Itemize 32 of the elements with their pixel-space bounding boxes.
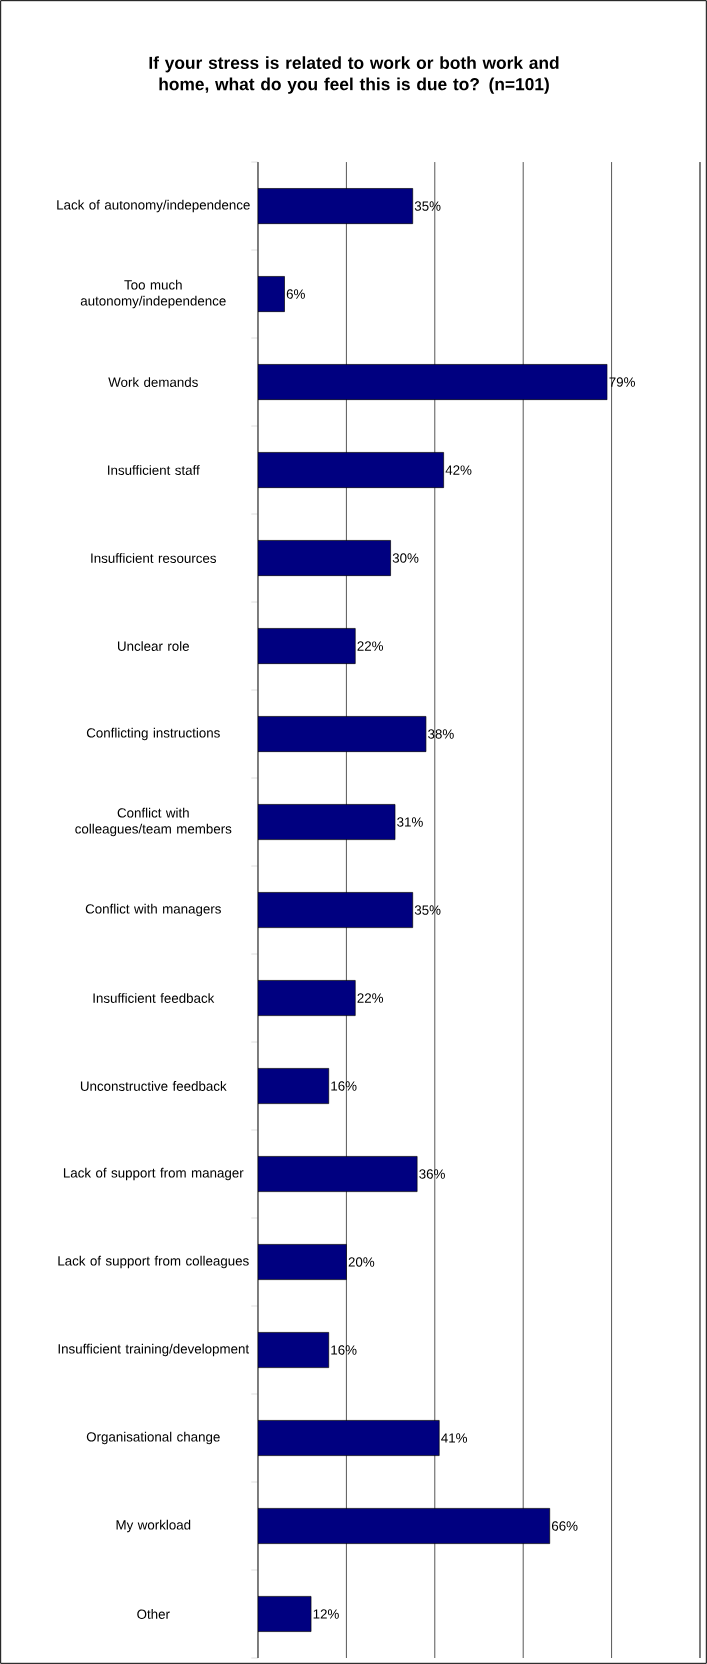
y-tick-label: Insufficient resources [91, 553, 217, 563]
y-tick-label: Unclear role [118, 641, 189, 651]
data-label: 20% [348, 1257, 375, 1267]
chart-title: If your stress is related to work or both work and home, what do you feel this is due to? (n=101) [149, 56, 559, 94]
y-tick-label: My workload [116, 1519, 191, 1533]
y-tick-label: Insufficient staff [108, 465, 200, 475]
data-label: 42% [445, 465, 472, 475]
data-label: 30% [392, 553, 419, 563]
y-tick-label: Conflict with colleagues/team members [75, 807, 232, 837]
y-tick-label: Conflicting instructions [86, 727, 220, 741]
data-label: 22% [357, 641, 384, 651]
y-tick-label: Lack of autonomy/independence [57, 199, 250, 213]
y-tick-label: Other [137, 1609, 170, 1619]
y-tick-label: Lack of support from colleagues [58, 1255, 249, 1269]
y-tick-label: Lack of support from manager [63, 1167, 244, 1181]
y-tick-label: Organisational change [86, 1431, 220, 1445]
data-label: 31% [397, 817, 423, 827]
data-label: 35% [414, 201, 441, 211]
data-label: 35% [414, 905, 441, 915]
y-tick-label: Too much autonomy/independence [80, 279, 226, 309]
data-label: 38% [428, 729, 454, 739]
data-label: 22% [357, 993, 384, 1003]
y-tick-label: Insufficient training/development [58, 1343, 250, 1357]
y-tick-label: Work demands [108, 377, 198, 387]
data-label: 6% [286, 289, 305, 299]
y-tick-label: Conflict with managers [85, 903, 221, 917]
data-label: 36% [419, 1169, 445, 1179]
y-tick-label: Unconstructive feedback [80, 1081, 227, 1091]
y-tick-label: Insufficient feedback [93, 993, 215, 1003]
data-label: 12% [313, 1609, 339, 1619]
data-label: 66% [551, 1521, 578, 1531]
data-label: 41% [441, 1433, 468, 1443]
